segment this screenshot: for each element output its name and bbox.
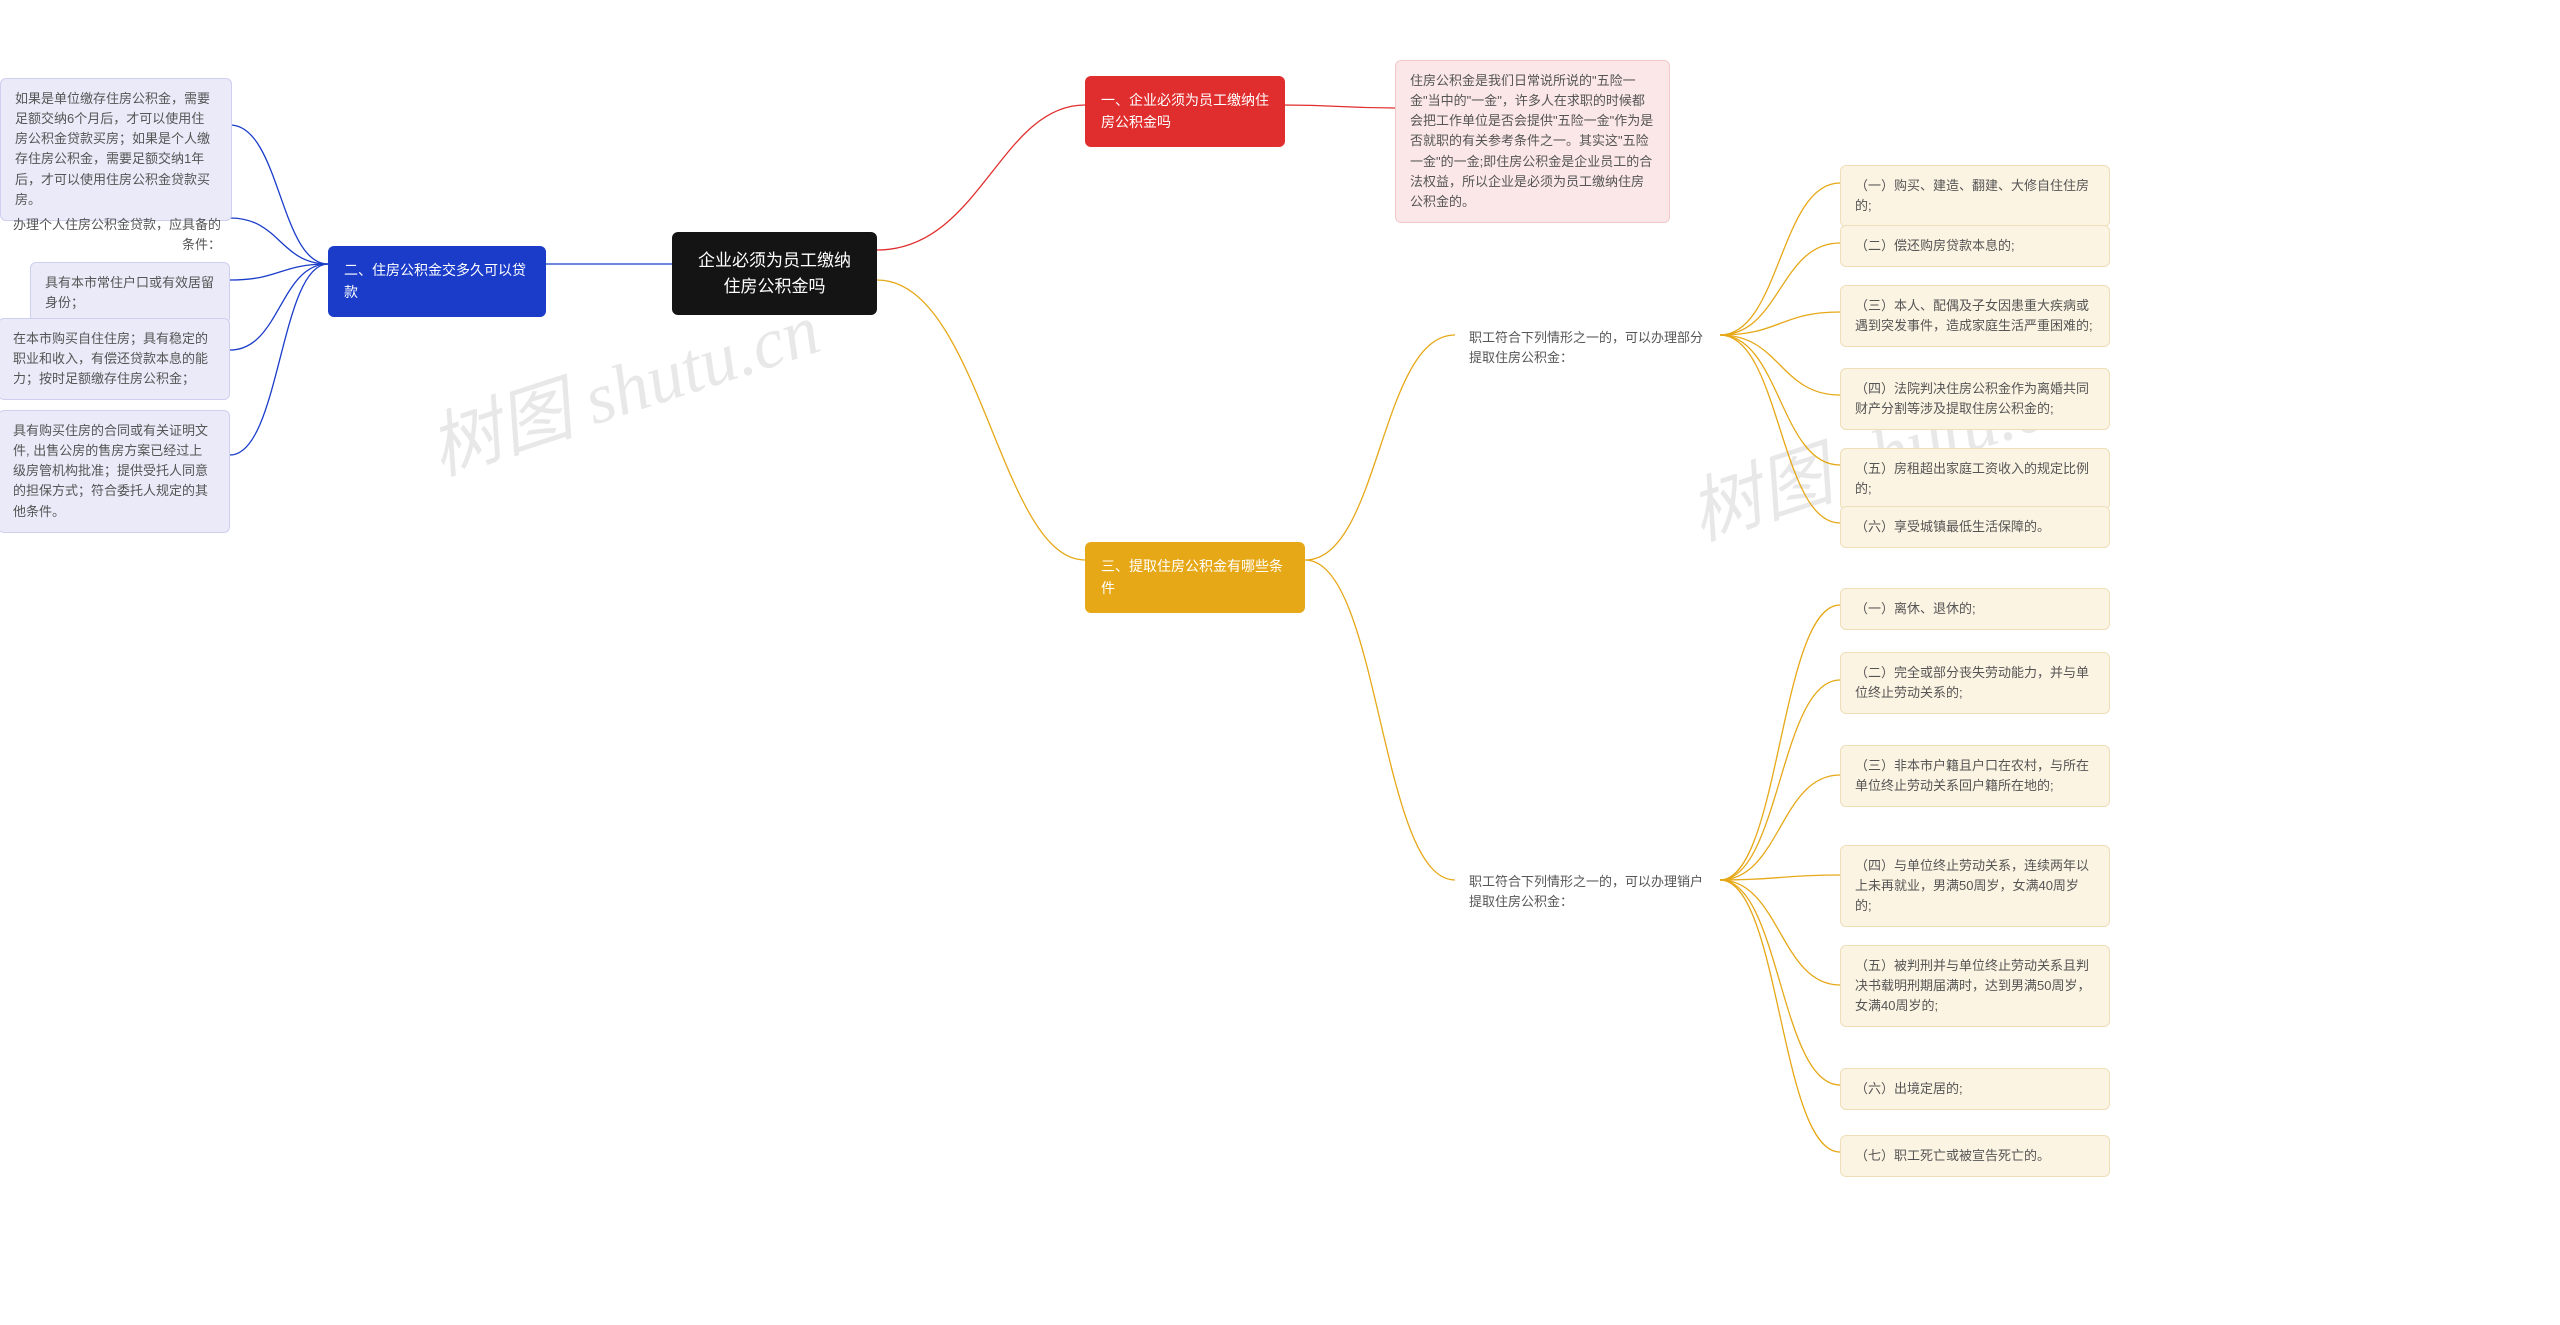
branch-red: 一、企业必须为员工缴纳住房公积金吗 [1085, 76, 1285, 147]
blue-c4: 具有购买住房的合同或有关证明文件, 出售公房的售房方案已经过上级房管机构批准；提… [0, 410, 230, 533]
blue-cond-label: 办理个人住房公积金贷款，应具备的条件： [0, 205, 235, 265]
amber-a-item: （一）购买、建造、翻建、大修自住住房的; [1840, 165, 2110, 227]
branch-amber: 三、提取住房公积金有哪些条件 [1085, 542, 1305, 613]
amber-b-item: （四）与单位终止劳动关系，连续两年以上未再就业，男满50周岁，女满40周岁的; [1840, 845, 2110, 927]
amber-b-item: （五）被判刑并与单位终止劳动关系且判决书载明刑期届满时，达到男满50周岁，女满4… [1840, 945, 2110, 1027]
amber-a-item: （三）本人、配偶及子女因患重大疾病或遇到突发事件，造成家庭生活严重困难的; [1840, 285, 2110, 347]
amber-a-item: （二）偿还购房贷款本息的; [1840, 225, 2110, 267]
amber-b-item: （三）非本市户籍且户口在农村，与所在单位终止劳动关系回户籍所在地的; [1840, 745, 2110, 807]
amber-b-item: （七）职工死亡或被宣告死亡的。 [1840, 1135, 2110, 1177]
branch-blue: 二、住房公积金交多久可以贷款 [328, 246, 546, 317]
amber-b-item: （二）完全或部分丧失劳动能力，并与单位终止劳动关系的; [1840, 652, 2110, 714]
amber-a-item: （五）房租超出家庭工资收入的规定比例的; [1840, 448, 2110, 510]
amber-a-item: （四）法院判决住房公积金作为离婚共同财产分割等涉及提取住房公积金的; [1840, 368, 2110, 430]
blue-c3: 在本市购买自住住房；具有稳定的职业和收入，有偿还贷款本息的能力；按时足额缴存住房… [0, 318, 230, 400]
root-node: 企业必须为员工缴纳住房公积金吗 [672, 232, 877, 315]
blue-intro: 如果是单位缴存住房公积金，需要足额交纳6个月后，才可以使用住房公积金贷款买房；如… [0, 78, 232, 221]
amber-a-item: （六）享受城镇最低生活保障的。 [1840, 506, 2110, 548]
connector-layer [0, 0, 2560, 1325]
red-desc: 住房公积金是我们日常说所说的"五险一金"当中的"一金"，许多人在求职的时候都会把… [1395, 60, 1670, 223]
amber-group-b-label: 职工符合下列情形之一的，可以办理销户提取住房公积金： [1455, 862, 1725, 922]
blue-c2: 具有本市常住户口或有效居留身份； [30, 262, 230, 324]
amber-b-item: （六）出境定居的; [1840, 1068, 2110, 1110]
amber-b-item: （一）离休、退休的; [1840, 588, 2110, 630]
amber-group-a-label: 职工符合下列情形之一的，可以办理部分提取住房公积金： [1455, 318, 1725, 378]
